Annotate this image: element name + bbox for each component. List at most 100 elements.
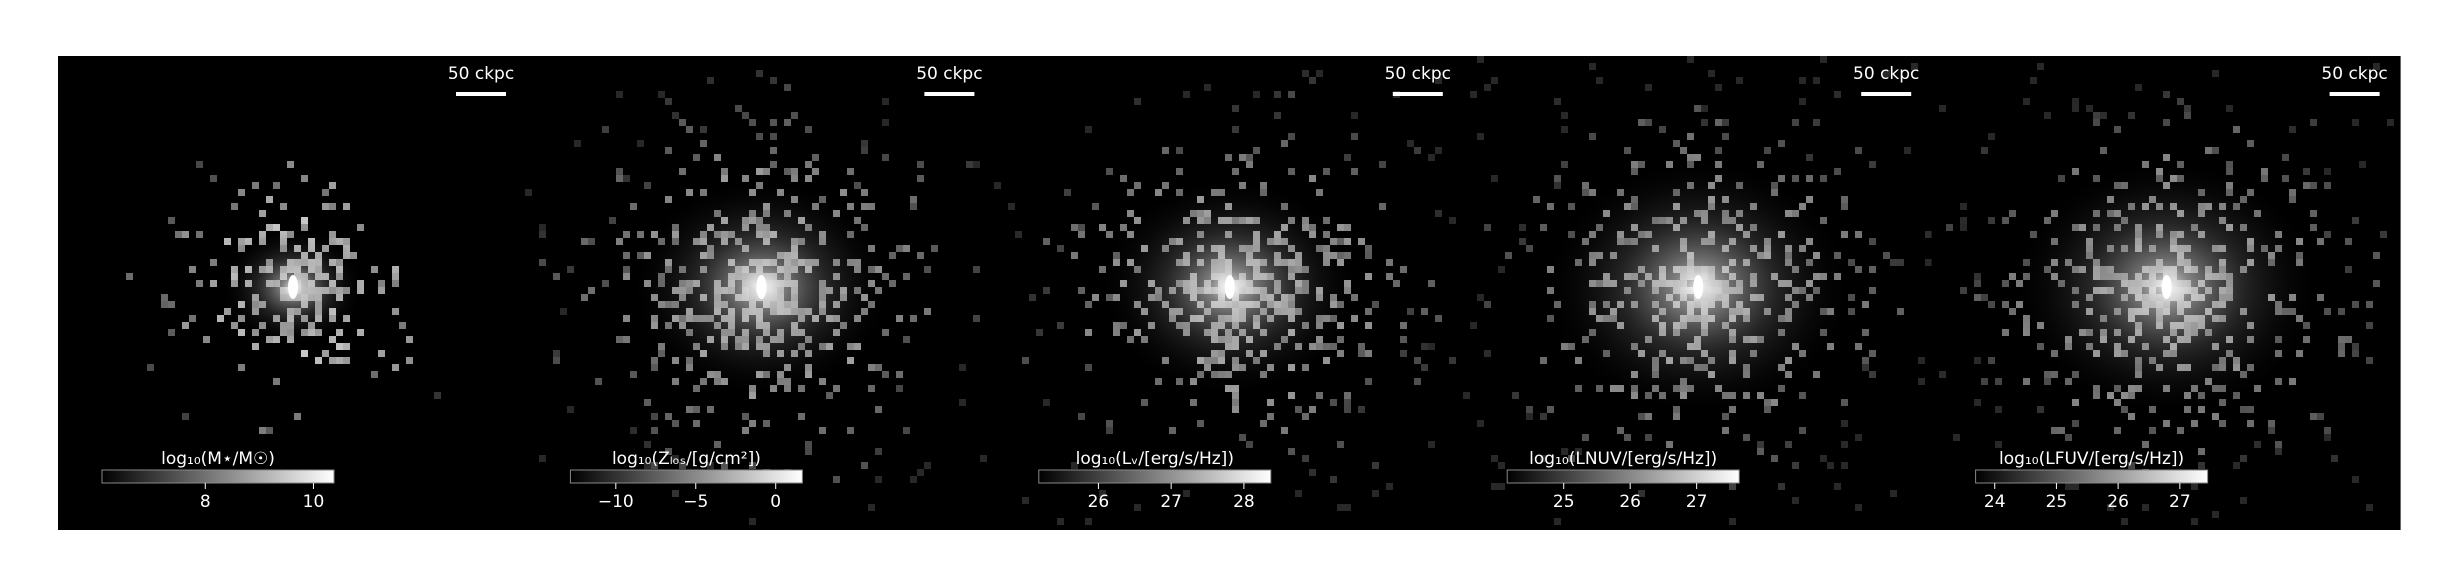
pixel bbox=[161, 294, 168, 301]
pixel bbox=[1428, 343, 1435, 350]
pixel bbox=[1288, 168, 1295, 175]
pixel bbox=[301, 175, 308, 182]
pixel bbox=[273, 182, 280, 189]
pixel bbox=[1057, 518, 1064, 525]
pixel bbox=[1365, 308, 1372, 315]
pixel bbox=[1722, 413, 1729, 420]
pixel bbox=[2002, 280, 2009, 287]
colorbar-tick-label: 26 bbox=[1619, 492, 1641, 512]
pixel bbox=[1764, 147, 1771, 154]
pixel bbox=[889, 252, 896, 259]
pixel bbox=[1841, 420, 1848, 427]
pixel bbox=[742, 413, 749, 420]
pixel bbox=[259, 427, 266, 434]
pixel bbox=[1309, 406, 1316, 413]
pixel bbox=[1386, 259, 1393, 266]
pixel bbox=[252, 343, 259, 350]
pixel bbox=[742, 427, 749, 434]
pixel bbox=[2275, 441, 2282, 448]
pixel bbox=[1414, 357, 1421, 364]
pixel bbox=[1869, 266, 1876, 273]
pixel bbox=[1316, 392, 1323, 399]
pixel bbox=[1582, 434, 1589, 441]
pixel bbox=[1281, 140, 1288, 147]
pixel bbox=[1484, 350, 1491, 357]
pixel bbox=[1078, 224, 1085, 231]
pixel bbox=[329, 182, 336, 189]
pixel bbox=[609, 217, 616, 224]
pixel bbox=[910, 203, 917, 210]
pixel bbox=[371, 371, 378, 378]
pixel bbox=[336, 343, 343, 350]
pixel bbox=[819, 427, 826, 434]
pixel bbox=[1645, 413, 1652, 420]
pixel bbox=[252, 182, 259, 189]
pixel bbox=[1477, 420, 1484, 427]
pixel bbox=[1554, 182, 1561, 189]
pixel bbox=[686, 189, 693, 196]
pixel bbox=[644, 441, 651, 448]
pixel bbox=[756, 70, 763, 77]
pixel bbox=[392, 273, 399, 280]
pixel bbox=[749, 119, 756, 126]
pixel bbox=[378, 280, 385, 287]
pixel bbox=[2086, 105, 2093, 112]
pixel bbox=[2352, 350, 2359, 357]
pixel bbox=[1288, 133, 1295, 140]
pixel bbox=[1547, 406, 1554, 413]
pixel bbox=[581, 294, 588, 301]
pixel bbox=[686, 126, 693, 133]
pixel bbox=[2191, 420, 2198, 427]
pixel bbox=[665, 448, 672, 455]
pixel bbox=[588, 287, 595, 294]
pixel bbox=[994, 182, 1001, 189]
pixel bbox=[1561, 112, 1568, 119]
pixel bbox=[182, 413, 189, 420]
pixel bbox=[2254, 441, 2261, 448]
pixel bbox=[210, 280, 217, 287]
pixel bbox=[623, 336, 630, 343]
pixel bbox=[882, 119, 889, 126]
pixel bbox=[357, 329, 364, 336]
pixel bbox=[1393, 280, 1400, 287]
pixel bbox=[1372, 490, 1379, 497]
pixel bbox=[1561, 126, 1568, 133]
pixel bbox=[644, 399, 651, 406]
pixel bbox=[630, 203, 637, 210]
pixel bbox=[1351, 168, 1358, 175]
pixel bbox=[1043, 238, 1050, 245]
pixel bbox=[1127, 189, 1134, 196]
pixel bbox=[665, 98, 672, 105]
pixel bbox=[1638, 161, 1645, 168]
pixel bbox=[1386, 273, 1393, 280]
pixel bbox=[1792, 119, 1799, 126]
pixel bbox=[1351, 112, 1358, 119]
pixel bbox=[1435, 77, 1442, 84]
pixel bbox=[1435, 147, 1442, 154]
pixel bbox=[1890, 490, 1897, 497]
pixel bbox=[1869, 161, 1876, 168]
pixel bbox=[847, 168, 854, 175]
pixel bbox=[294, 413, 301, 420]
pixel bbox=[1274, 112, 1281, 119]
pixel bbox=[168, 217, 175, 224]
pixel bbox=[1491, 455, 1498, 462]
pixel bbox=[1358, 238, 1365, 245]
pixel bbox=[1624, 434, 1631, 441]
pixel bbox=[1778, 483, 1785, 490]
pixel bbox=[602, 280, 609, 287]
colorbar bbox=[569, 469, 803, 484]
pixel bbox=[1309, 469, 1316, 476]
galaxy-core bbox=[2161, 275, 2172, 299]
pixel bbox=[805, 126, 812, 133]
pixel bbox=[1757, 448, 1764, 455]
pixel bbox=[329, 203, 336, 210]
pixel bbox=[1925, 259, 1932, 266]
pixel bbox=[714, 441, 721, 448]
pixel bbox=[861, 147, 868, 154]
pixel bbox=[1344, 224, 1351, 231]
pixel bbox=[1155, 189, 1162, 196]
pixel bbox=[560, 308, 567, 315]
scalebar-label: 50 ckpc bbox=[1385, 64, 1451, 84]
